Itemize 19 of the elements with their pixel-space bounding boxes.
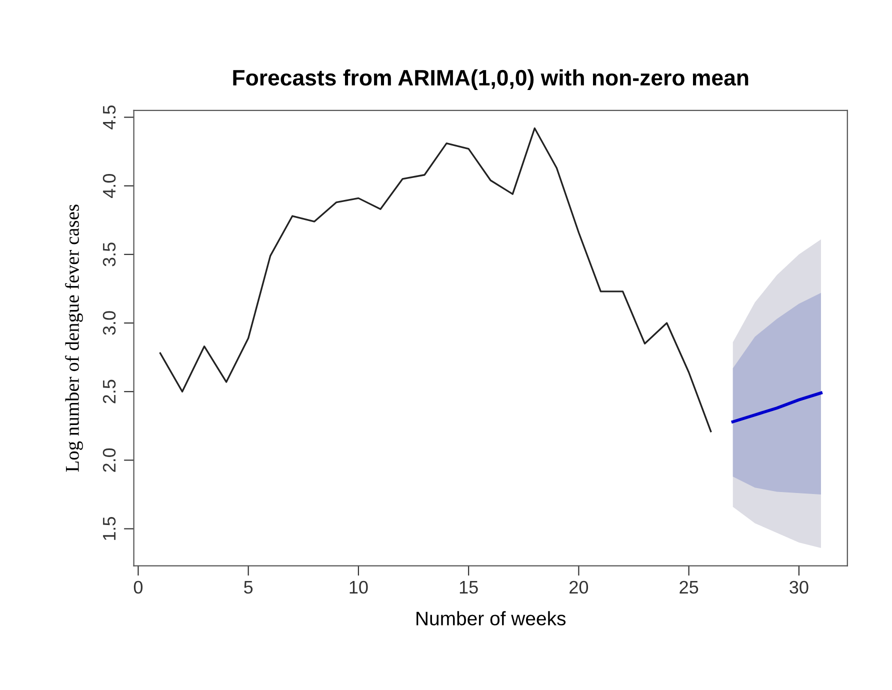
x-tick-label: 10	[350, 580, 368, 594]
y-tick-label: 1.5	[103, 516, 116, 540]
x-tick-label: 15	[460, 581, 478, 594]
y-tick-label: 4.5	[103, 105, 116, 130]
x-axis-title: Number of weeks	[416, 611, 566, 626]
x-tick-label: 5	[244, 581, 253, 594]
line-series	[159, 127, 712, 432]
x-tick-label: 30	[790, 580, 808, 594]
x-tick-label: 0	[134, 580, 143, 594]
y-axis-title: Log number of dengue fever cases	[65, 204, 83, 472]
x-tick-label: 25	[680, 580, 698, 594]
y-tick-label: 2.5	[102, 380, 116, 404]
y-tick-label: 3.0	[102, 311, 116, 335]
chart-title: Forecasts from ARIMA(1,0,0) with non-zero mean	[233, 69, 748, 90]
line-series	[731, 391, 822, 424]
x-tick-label: 20	[570, 580, 588, 594]
y-tick-label: 3.5	[102, 242, 116, 266]
y-tick-label: 2.0	[102, 448, 116, 472]
y-tick-label: 4.0	[102, 174, 116, 198]
